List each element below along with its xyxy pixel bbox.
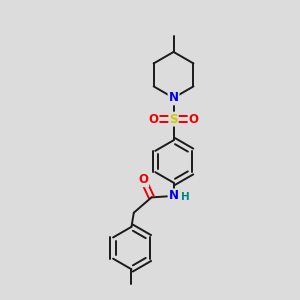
Text: O: O (148, 112, 158, 126)
Text: O: O (189, 112, 199, 126)
Text: H: H (181, 192, 190, 203)
Text: O: O (138, 173, 148, 186)
Text: N: N (169, 92, 178, 104)
Text: S: S (169, 112, 178, 126)
Text: N: N (169, 189, 178, 203)
